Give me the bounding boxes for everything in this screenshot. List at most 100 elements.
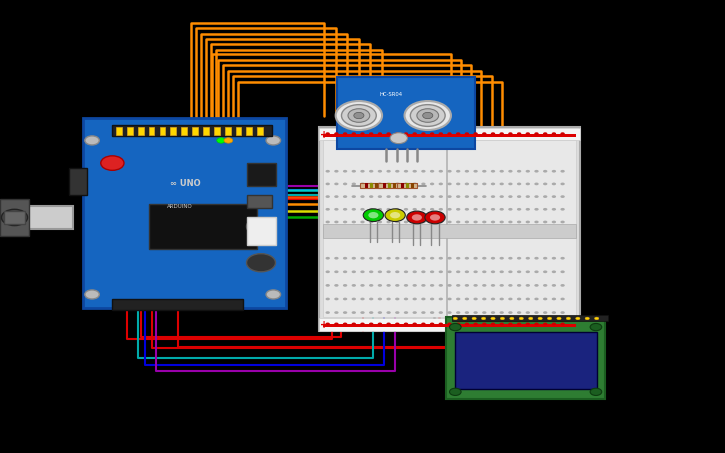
Circle shape xyxy=(421,323,426,325)
Circle shape xyxy=(500,284,504,287)
Circle shape xyxy=(447,132,452,135)
Circle shape xyxy=(404,270,408,273)
Circle shape xyxy=(413,221,417,223)
Circle shape xyxy=(534,170,539,173)
Circle shape xyxy=(491,270,495,273)
Circle shape xyxy=(456,298,460,300)
Circle shape xyxy=(430,221,434,223)
Circle shape xyxy=(439,183,443,185)
Circle shape xyxy=(412,214,422,221)
Circle shape xyxy=(491,170,495,173)
Bar xyxy=(319,128,580,140)
Circle shape xyxy=(560,132,565,135)
Circle shape xyxy=(552,208,556,211)
Circle shape xyxy=(247,217,276,236)
Circle shape xyxy=(360,183,365,185)
Bar xyxy=(83,118,286,308)
Circle shape xyxy=(473,270,478,273)
Circle shape xyxy=(500,298,504,300)
Bar xyxy=(160,127,165,135)
Circle shape xyxy=(378,298,382,300)
Circle shape xyxy=(85,136,99,145)
Circle shape xyxy=(447,195,452,198)
Circle shape xyxy=(395,270,399,273)
Circle shape xyxy=(543,183,547,185)
Circle shape xyxy=(404,284,408,287)
Circle shape xyxy=(517,208,521,211)
Bar xyxy=(203,127,209,135)
Circle shape xyxy=(465,311,469,314)
Circle shape xyxy=(439,132,443,135)
Bar xyxy=(319,318,580,331)
Bar xyxy=(446,317,605,399)
Circle shape xyxy=(343,132,347,135)
Circle shape xyxy=(334,311,339,314)
Bar xyxy=(247,163,276,186)
Circle shape xyxy=(450,323,461,331)
Circle shape xyxy=(543,270,547,273)
Circle shape xyxy=(473,298,478,300)
Circle shape xyxy=(386,311,391,314)
Circle shape xyxy=(543,257,547,260)
Circle shape xyxy=(557,317,561,320)
Bar xyxy=(0,199,29,236)
Circle shape xyxy=(413,170,417,173)
Circle shape xyxy=(526,132,530,135)
Circle shape xyxy=(590,388,602,395)
Circle shape xyxy=(352,183,356,185)
Circle shape xyxy=(534,195,539,198)
Circle shape xyxy=(465,270,469,273)
Circle shape xyxy=(326,183,330,185)
Circle shape xyxy=(517,257,521,260)
Circle shape xyxy=(439,323,443,325)
Circle shape xyxy=(326,298,330,300)
Circle shape xyxy=(413,270,417,273)
Circle shape xyxy=(326,270,330,273)
Circle shape xyxy=(552,195,556,198)
Circle shape xyxy=(390,133,407,144)
Circle shape xyxy=(343,323,347,325)
Circle shape xyxy=(404,132,408,135)
Circle shape xyxy=(334,183,339,185)
Circle shape xyxy=(447,208,452,211)
Circle shape xyxy=(224,138,233,143)
Circle shape xyxy=(594,317,599,320)
Circle shape xyxy=(430,170,434,173)
Circle shape xyxy=(508,270,513,273)
Circle shape xyxy=(430,214,440,221)
Circle shape xyxy=(560,323,565,325)
Circle shape xyxy=(334,257,339,260)
Bar xyxy=(4,211,25,224)
Bar xyxy=(127,127,133,135)
Circle shape xyxy=(500,170,504,173)
Circle shape xyxy=(413,208,417,211)
Bar xyxy=(138,127,144,135)
Circle shape xyxy=(560,284,565,287)
Circle shape xyxy=(473,323,478,325)
Bar xyxy=(319,127,580,331)
Circle shape xyxy=(421,257,426,260)
Circle shape xyxy=(481,317,486,320)
Circle shape xyxy=(395,183,399,185)
Circle shape xyxy=(500,257,504,260)
Circle shape xyxy=(343,257,347,260)
Circle shape xyxy=(386,221,391,223)
Circle shape xyxy=(534,221,539,223)
Circle shape xyxy=(360,323,365,325)
Circle shape xyxy=(508,170,513,173)
Circle shape xyxy=(517,170,521,173)
Circle shape xyxy=(352,270,356,273)
Circle shape xyxy=(456,183,460,185)
Bar xyxy=(257,127,263,135)
Circle shape xyxy=(552,270,556,273)
Circle shape xyxy=(500,132,504,135)
Circle shape xyxy=(517,195,521,198)
Bar xyxy=(112,125,272,136)
Circle shape xyxy=(413,284,417,287)
Circle shape xyxy=(482,311,486,314)
Text: +: + xyxy=(320,320,328,330)
Circle shape xyxy=(369,298,373,300)
Circle shape xyxy=(352,170,356,173)
Circle shape xyxy=(369,284,373,287)
Circle shape xyxy=(517,270,521,273)
